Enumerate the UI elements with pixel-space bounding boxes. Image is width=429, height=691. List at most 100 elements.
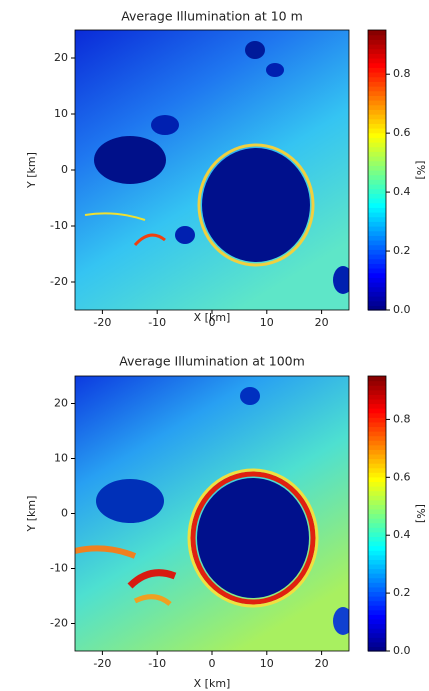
x-tick-label: 20 (315, 316, 329, 329)
colorbar-band (368, 412, 386, 418)
colorbar-band (368, 444, 386, 450)
colorbar-band (368, 545, 386, 551)
colorbar-band (368, 137, 386, 143)
colorbar-band (368, 179, 386, 185)
colorbar-band (368, 600, 386, 606)
x-tick-label: -20 (93, 657, 111, 670)
colorbar-band (368, 614, 386, 620)
y-tick-label: 20 (54, 51, 68, 64)
colorbar-band (368, 305, 386, 311)
colorbar-band (368, 193, 386, 199)
colorbar-band (368, 72, 386, 78)
colorbar-band (368, 254, 386, 260)
colorbar-band (368, 296, 386, 302)
colorbar-band (368, 573, 386, 579)
colorbar-band (368, 499, 386, 505)
colorbar-label: [%] (414, 160, 427, 179)
colorbar-band (368, 421, 386, 428)
colorbar-band (368, 403, 386, 409)
colorbar-tick-label: 0.2 (393, 244, 411, 257)
colorbar-band (368, 577, 386, 583)
y-tick-label: 0 (61, 163, 68, 176)
x-tick-label: 10 (260, 316, 274, 329)
colorbar-band (368, 221, 386, 227)
colorbar-band (368, 268, 386, 274)
colorbar-band (368, 30, 386, 36)
colorbar-band (368, 212, 386, 218)
colorbar-band (368, 481, 386, 487)
colorbar-band (368, 646, 386, 652)
x-tick-label: 10 (260, 657, 274, 670)
x-axis-label: X [km] (194, 677, 231, 690)
colorbar-band (368, 518, 386, 524)
colorbar-tick-label: 0.8 (393, 412, 411, 425)
colorbar-band (368, 272, 386, 278)
colorbar-band (368, 380, 386, 386)
colorbar-band (368, 582, 386, 588)
colorbar-band (368, 86, 386, 92)
colorbar-band (368, 637, 386, 643)
colorbar-band (368, 591, 386, 597)
colorbar-frame (367, 375, 387, 652)
colorbar-band (368, 300, 386, 306)
colorbar-band (368, 277, 386, 283)
colorbar-band (368, 449, 386, 455)
colorbar-band (368, 531, 386, 538)
colorbar-band (368, 81, 386, 87)
colorbar-band (368, 536, 386, 542)
colorbar-band (368, 202, 386, 208)
colorbar-band (368, 495, 386, 501)
colorbar-band (368, 240, 386, 246)
colorbar-tick-label: 0.6 (393, 126, 411, 139)
colorbar-band (368, 282, 386, 288)
colorbar-band (368, 513, 386, 519)
colorbar-band (368, 426, 386, 432)
colorbar-band (368, 596, 386, 602)
colorbar-band (368, 263, 386, 269)
colorbar-band (368, 118, 386, 124)
colorbar-band (368, 34, 386, 40)
colorbar-band (368, 258, 386, 264)
colorbar-band (368, 226, 386, 232)
y-axis-label: Y [km] (25, 496, 38, 533)
colorbar-band (368, 472, 386, 478)
colorbar-band (368, 641, 386, 648)
colorbar-band (368, 435, 386, 441)
colorbar-band (368, 605, 386, 611)
colorbar-band (368, 76, 386, 82)
colorbar-band (368, 188, 386, 194)
y-tick-label: -10 (50, 219, 68, 232)
x-tick-label: -10 (148, 657, 166, 670)
colorbar-band (368, 109, 386, 115)
colorbar-band (368, 408, 386, 414)
colorbar-tick-label: 0.2 (393, 586, 411, 599)
x-tick-label: -20 (93, 316, 111, 329)
x-axis-label: X [km] (194, 311, 231, 324)
colorbar-band (368, 385, 386, 391)
colorbar-band (368, 508, 386, 515)
colorbar-band (368, 48, 386, 54)
y-axis-label: Y [km] (25, 152, 38, 189)
chart-title: Average Illumination at 10 m (121, 9, 303, 24)
colorbar-band (368, 104, 386, 110)
colorbar-tick-label: 0.6 (393, 470, 411, 483)
colorbar-band (368, 244, 386, 250)
colorbar-band (368, 389, 386, 395)
colorbar-band (368, 431, 386, 437)
y-tick-label: 10 (54, 107, 68, 120)
colorbar-tick-label: 0.0 (393, 303, 411, 316)
colorbar-band (368, 541, 386, 547)
x-tick-label: 0 (209, 657, 216, 670)
colorbar-band (368, 486, 386, 492)
colorbar-band (368, 156, 386, 162)
colorbar-band (368, 440, 386, 446)
colorbar-band (368, 628, 386, 634)
colorbar-band (368, 132, 386, 138)
colorbar-band (368, 146, 386, 152)
illumination-map (75, 30, 349, 310)
colorbar-band (368, 53, 386, 59)
colorbar-band (368, 398, 386, 405)
colorbar-band (368, 550, 386, 556)
colorbar-band (368, 618, 386, 625)
